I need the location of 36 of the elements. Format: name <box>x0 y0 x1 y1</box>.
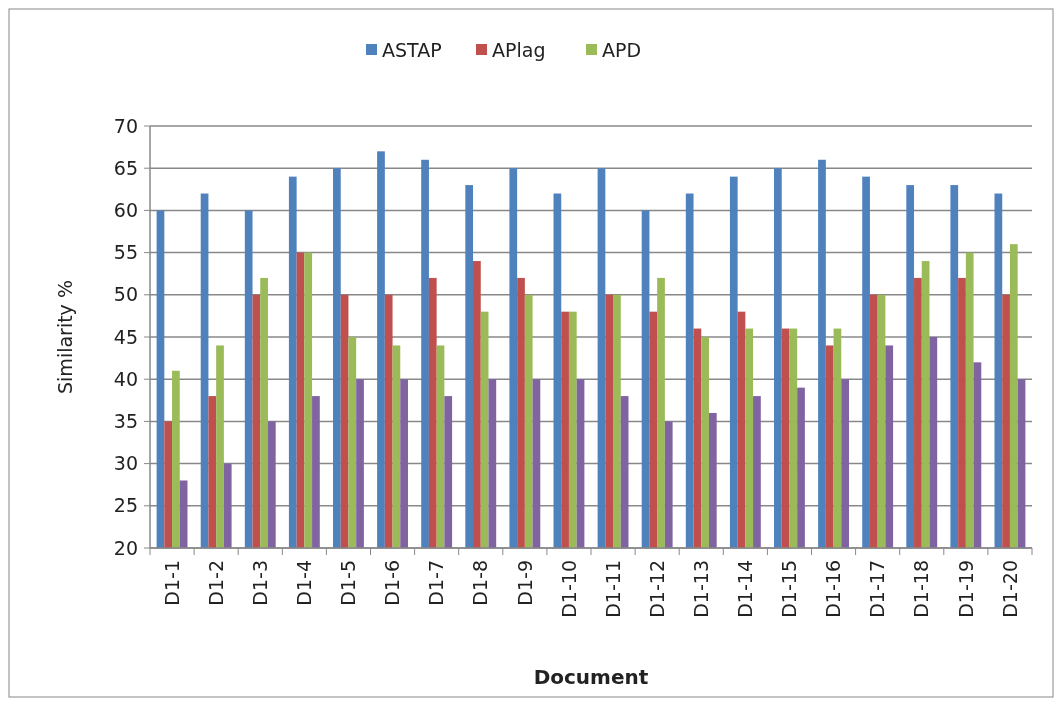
y-tick-label: 65 <box>113 156 138 179</box>
x-tick-label: D1-8 <box>469 560 492 606</box>
y-tick-label: 35 <box>113 410 138 433</box>
y-tick-label: 30 <box>113 452 138 475</box>
y-tick-label: 70 <box>113 114 138 137</box>
y-tick-label: 60 <box>113 199 138 222</box>
x-tick-label: D1-11 <box>601 560 624 618</box>
x-tick-label: D1-3 <box>248 560 271 606</box>
y-axis-title: Similarity % <box>54 280 76 394</box>
legend-label: ASTAP <box>382 38 442 61</box>
x-tick-label: D1-20 <box>998 560 1021 618</box>
x-tick-label: D1-16 <box>822 560 845 618</box>
x-tick-label: D1-5 <box>337 560 360 606</box>
x-tick-label: D1-15 <box>778 560 801 618</box>
x-axis-title: Document <box>533 665 649 689</box>
x-tick-label: D1-7 <box>425 560 448 606</box>
y-tick-label: 45 <box>113 325 138 348</box>
y-tick-label: 40 <box>113 367 138 390</box>
x-tick-label: D1-13 <box>689 560 712 618</box>
x-tick-label: D1-2 <box>204 560 227 606</box>
y-tick-label: 50 <box>113 283 138 306</box>
x-tick-label: D1-17 <box>866 560 889 618</box>
x-tick-label: D1-12 <box>645 560 668 618</box>
x-tick-label: D1-9 <box>513 560 536 606</box>
x-tick-label: D1-6 <box>381 560 404 606</box>
y-tick-label: 55 <box>113 241 138 264</box>
legend-label: APlag <box>492 38 546 61</box>
x-tick-label: D1-18 <box>910 560 933 618</box>
x-tick-label: D1-14 <box>734 560 756 618</box>
x-tick-label: D1-10 <box>557 560 580 618</box>
x-tick-label: D1-1 <box>160 560 183 606</box>
x-tick-label: D1-19 <box>954 560 977 618</box>
y-tick-label: 20 <box>113 536 138 559</box>
legend-label: APD <box>602 38 642 61</box>
y-tick-label: 25 <box>113 494 138 517</box>
x-tick-label: D1-4 <box>293 560 315 606</box>
